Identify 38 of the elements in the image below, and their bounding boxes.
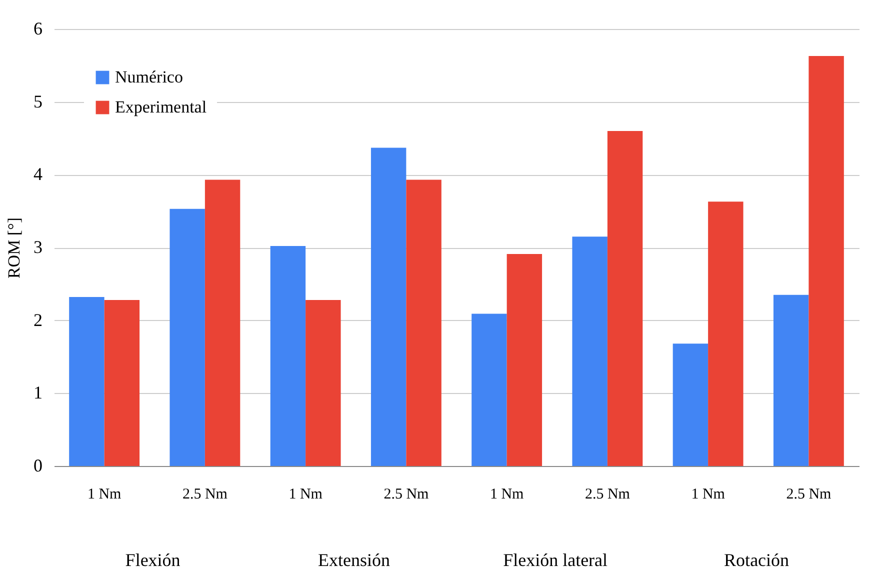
bar (406, 180, 442, 466)
x-tick-label: 2.5 Nm (182, 486, 228, 502)
y-tick-label: 3 (34, 237, 42, 257)
text: Flexión lateral (503, 550, 608, 567)
bar (306, 300, 341, 466)
legend-label: Numérico (115, 68, 183, 86)
y-axis-title: ROM [°] (4, 217, 24, 279)
y-tick-label: 6 (34, 18, 42, 38)
bar (204, 180, 240, 466)
y-tick-label: 4 (34, 164, 42, 184)
y-tick-label: 0 (34, 456, 42, 476)
bar (472, 314, 507, 466)
bar (773, 294, 809, 466)
bar (69, 297, 104, 466)
y-tick-label: 2 (34, 310, 42, 330)
x-tick-label: 1 Nm (288, 486, 323, 502)
bar (370, 148, 406, 466)
x-tick-label: 1 Nm (87, 486, 122, 502)
x-tick-label: 1 Nm (691, 486, 726, 502)
bar (506, 254, 542, 466)
bar (607, 130, 643, 466)
y-tick-label: 1 (34, 382, 42, 403)
bar (270, 246, 306, 466)
x-tick-label: 2.5 Nm (584, 486, 630, 502)
bar (708, 202, 744, 466)
x-tick-label: 1 Nm (490, 486, 524, 502)
x-tick-label: 2.5 Nm (786, 486, 832, 502)
bar (808, 56, 844, 466)
y-tick-label: 5 (34, 91, 42, 112)
bar (170, 208, 205, 466)
bar (672, 344, 708, 466)
text: Flexión (125, 550, 180, 567)
text: Extensión (318, 550, 390, 567)
text: Rotación (724, 550, 790, 567)
bar (104, 300, 140, 466)
x-tick-label: 2.5 Nm (384, 486, 430, 502)
legend-label: Experimental (115, 98, 207, 116)
bar (572, 236, 608, 466)
